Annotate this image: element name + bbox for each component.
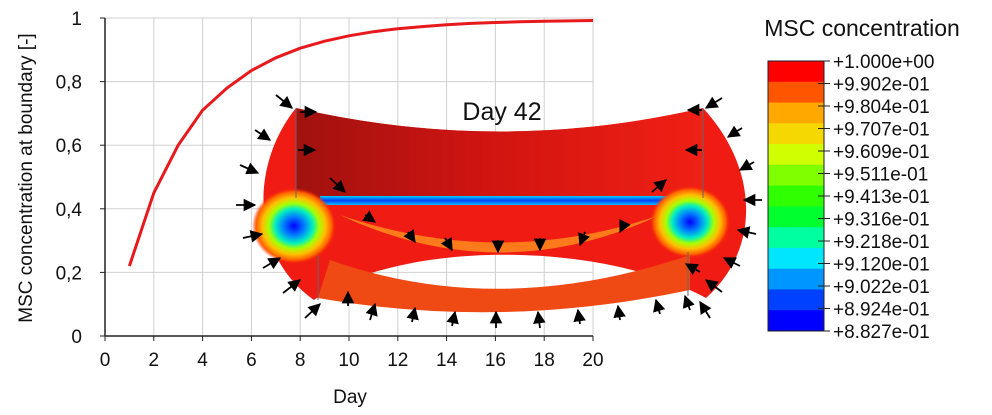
colorbar-swatch xyxy=(768,144,824,166)
colorbar-title: MSC concentration xyxy=(764,15,960,41)
boundary-arrow xyxy=(726,125,743,138)
boundary-arrow xyxy=(262,257,282,270)
boundary-arrow xyxy=(699,300,712,319)
boundary-arrow xyxy=(242,230,264,243)
y-tick-label: 1 xyxy=(71,9,82,30)
boundary-arrow xyxy=(651,179,667,193)
colorbar-label: +9.609e-01 xyxy=(833,142,930,163)
boundary-arrow xyxy=(329,177,346,193)
colorbar-swatch xyxy=(768,227,824,249)
series-line xyxy=(127,19,594,267)
colorbar-label: +9.218e-01 xyxy=(833,232,930,253)
colorbar-swatch xyxy=(768,268,824,290)
boundary-arrow xyxy=(704,279,723,293)
colorbar-label: +9.022e-01 xyxy=(833,277,930,298)
boundary-arrow xyxy=(619,219,631,234)
y-axis-title: MSC concentration at boundary [-] xyxy=(16,33,37,322)
boundary-arrow xyxy=(406,306,419,323)
x-axis-title: Day xyxy=(333,387,367,408)
colorbar-swatch xyxy=(768,310,824,332)
boundary-arrow xyxy=(738,158,755,171)
inset-label: Day 42 xyxy=(462,98,541,126)
blue-slice-band xyxy=(320,196,688,205)
x-tick-label: 0 xyxy=(100,350,111,371)
boundary-arrow xyxy=(440,237,453,252)
colorbar-swatches xyxy=(767,60,825,332)
colorbar-legend: MSC concentration +1.000e+00+9.902e-01+9… xyxy=(764,15,960,343)
y-tick-label: 0,2 xyxy=(56,263,82,284)
colorbar-label: +9.316e-01 xyxy=(833,210,930,231)
colorbar-label: +9.413e-01 xyxy=(833,187,930,208)
x-tick-label: 4 xyxy=(197,350,208,371)
boundary-arrow xyxy=(254,128,272,141)
x-tick-label: 6 xyxy=(246,350,257,371)
colorbar-label: +9.120e-01 xyxy=(833,255,930,276)
y-tick-label: 0,4 xyxy=(56,200,83,221)
colorbar-label: +8.827e-01 xyxy=(833,322,930,343)
x-tick-label: 8 xyxy=(295,350,306,371)
colorbar-swatch xyxy=(768,102,824,124)
colorbar-swatch xyxy=(768,289,824,311)
x-tick-label: 20 xyxy=(582,350,603,371)
boundary-arrow xyxy=(578,231,590,247)
boundary-arrow xyxy=(275,94,293,109)
boundary-arrows xyxy=(236,94,762,329)
y-tick-label: 0,6 xyxy=(56,136,82,157)
boundary-arrow xyxy=(446,310,459,327)
colorbar-label: +1.000e+00 xyxy=(833,52,934,73)
boundary-arrow xyxy=(362,210,377,223)
colorbar-swatch xyxy=(768,123,824,145)
colorbar-swatch xyxy=(768,164,824,187)
colorbar-label: +9.902e-01 xyxy=(833,75,930,96)
x-tick-label: 18 xyxy=(534,350,555,371)
x-tick-label: 14 xyxy=(436,350,458,371)
boundary-arrow xyxy=(722,257,741,269)
left-low-concentration-zone xyxy=(252,188,336,264)
cylinder-top-surface xyxy=(296,108,703,198)
boundary-arrow xyxy=(403,229,416,244)
cylinder-bottom-surface xyxy=(318,255,690,313)
boundary-arrow xyxy=(684,263,701,276)
boundary-arrow xyxy=(613,304,626,321)
x-tick-label: 12 xyxy=(387,350,408,371)
right-low-concentration-zone xyxy=(650,186,730,258)
boundary-arrow xyxy=(682,294,695,311)
boundary-arrow xyxy=(736,226,757,239)
boundary-arrow xyxy=(239,162,260,175)
y-tick-label: 0,8 xyxy=(56,73,82,94)
colorbar-label: +9.707e-01 xyxy=(833,120,930,141)
boundary-arrow xyxy=(573,308,586,325)
x-tick-labels: 0 2 4 6 8 10 12 14 16 18 20 xyxy=(100,336,604,371)
colorbar-swatch xyxy=(768,185,824,207)
colorbar-swatch xyxy=(768,81,824,104)
boundary-arrow xyxy=(282,279,302,294)
colorbar-swatch xyxy=(768,247,824,270)
x-tick-label: 2 xyxy=(149,350,160,371)
cylinder-contour-inset: Day 42 xyxy=(236,94,762,329)
colorbar-labels: +1.000e+00+9.902e-01+9.804e-01+9.707e-01… xyxy=(818,52,934,343)
x-tick-label: 10 xyxy=(338,350,359,371)
colorbar-swatch xyxy=(768,206,824,228)
colorbar-label: +8.924e-01 xyxy=(833,300,930,321)
y-tick-labels: 0 0,2 0,4 0,6 0,8 1 xyxy=(56,9,105,348)
colorbar-label: +9.511e-01 xyxy=(833,165,928,186)
boundary-arrow xyxy=(653,298,666,315)
boundary-arrow xyxy=(304,303,321,319)
x-tick-label: 16 xyxy=(485,350,506,371)
boundary-arrow xyxy=(704,96,723,109)
colorbar-swatch xyxy=(768,61,824,83)
colorbar-label: +9.804e-01 xyxy=(833,97,930,118)
boundary-arrow xyxy=(365,302,378,321)
y-tick-label: 0 xyxy=(71,327,82,348)
boundary-arrow xyxy=(533,310,546,329)
